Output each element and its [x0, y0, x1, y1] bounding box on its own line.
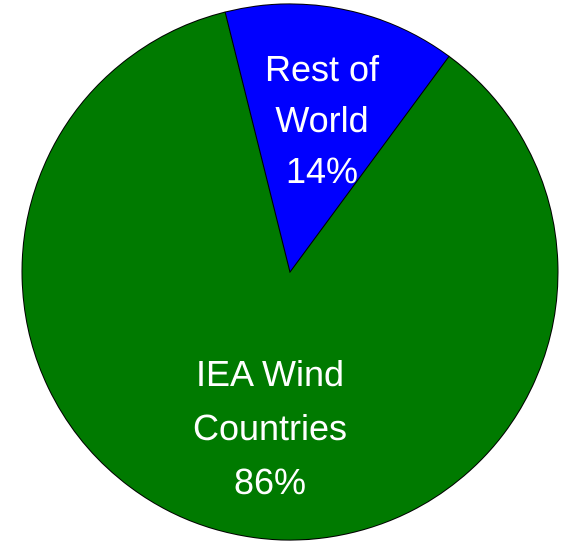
slice-iea-wind-countries — [21, 11, 559, 541]
pie-labels: IEA Wind Countries 86% Rest of World 14% — [193, 48, 380, 502]
slice-percent-label: 86% — [234, 461, 306, 502]
slice-rest-of-world — [224, 3, 450, 274]
slice-name-line: World — [275, 99, 368, 140]
slice-name-line: Countries — [193, 407, 347, 448]
label-iea-wind-countries: IEA Wind Countries 86% — [193, 353, 347, 502]
slice-percent-label: 14% — [286, 150, 358, 191]
slice-name-line: IEA Wind — [196, 353, 344, 394]
slice-name-line: Rest of — [265, 48, 380, 89]
label-rest-of-world: Rest of World 14% — [265, 48, 380, 191]
pie-slices — [21, 3, 559, 541]
